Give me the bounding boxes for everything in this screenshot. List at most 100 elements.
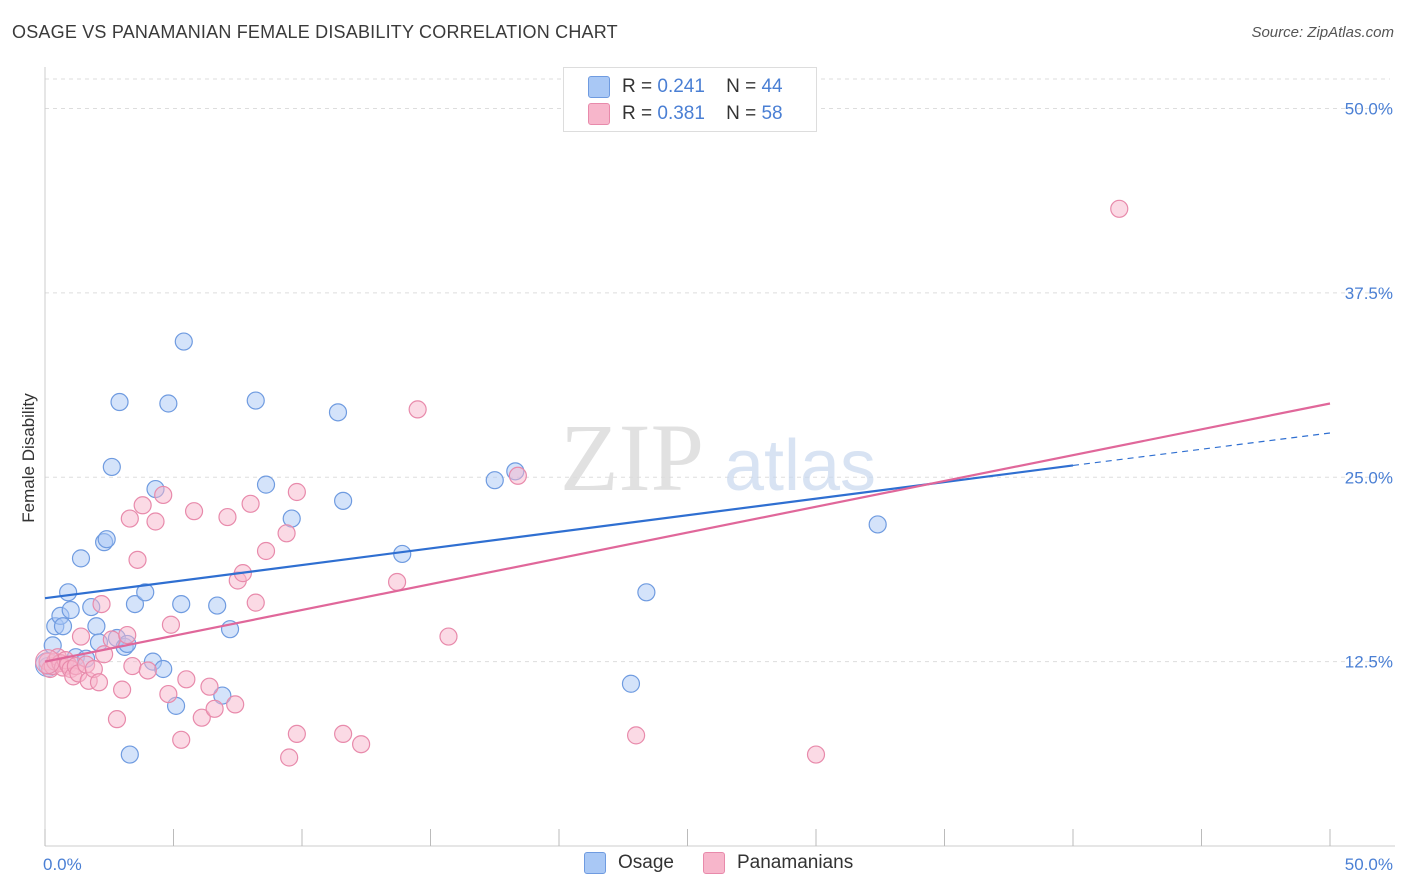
legend-item-osage[interactable]: Osage	[584, 852, 674, 874]
r-label: R =	[622, 76, 653, 97]
panamanian-point	[128, 550, 147, 569]
legend-item-panamanians[interactable]: Panamanians	[703, 852, 853, 874]
osage-point	[621, 674, 641, 693]
panamanian-point	[287, 724, 306, 744]
watermark: ZIP atlas	[560, 404, 876, 511]
panamanian-point	[120, 509, 139, 528]
panamanian-point	[102, 630, 121, 649]
panamanian-point	[89, 673, 109, 692]
osage-point	[102, 457, 121, 477]
osage-swatch	[584, 852, 606, 874]
panamanian-point	[200, 677, 219, 696]
trend-lines	[44, 402, 1331, 663]
panamanian-point	[280, 748, 299, 767]
n-value: 44	[761, 76, 783, 97]
n-label: N =	[726, 76, 757, 97]
osage-point	[174, 332, 193, 351]
legend-row-panamanians: R = 0.381 N = 58	[588, 102, 783, 126]
osage-point	[71, 549, 91, 568]
osage-point	[868, 515, 887, 534]
panamanian-points	[35, 199, 1129, 767]
panamanian-point	[159, 684, 178, 704]
osage-point	[136, 583, 155, 602]
x-tick-label: 50.0%	[1345, 855, 1393, 874]
osage-point	[334, 491, 353, 510]
osage-point	[120, 745, 139, 764]
osage-point	[485, 471, 504, 490]
y-axis-title: Female Disability	[19, 393, 38, 523]
panamanian-point	[71, 627, 91, 646]
osage-swatch	[588, 76, 610, 98]
osage-trend-extension	[1072, 432, 1331, 467]
panamanian-point	[352, 735, 371, 754]
panamanian-point	[439, 627, 458, 646]
correlation-legend: R = 0.241 N = 44 R = 0.381 N = 58	[563, 67, 817, 132]
panamanian-point	[146, 512, 165, 531]
panamanian-point	[626, 726, 646, 745]
tick-labels: 12.5% 25.0% 37.5% 50.0% 0.0% 50.0%	[43, 100, 1393, 875]
watermark-zip: ZIP	[560, 404, 704, 511]
panamanian-point	[226, 695, 245, 714]
y-tick-label: 50.0%	[1345, 100, 1393, 119]
panamanian-point	[92, 594, 111, 614]
panamanian-point	[133, 496, 152, 515]
y-tick-label: 12.5%	[1345, 653, 1393, 672]
panamanian-point	[256, 541, 276, 561]
osage-point	[97, 530, 116, 549]
panamanian-point	[177, 670, 196, 689]
osage-point	[328, 403, 348, 422]
osage-point	[87, 617, 106, 636]
panamanian-point	[112, 680, 132, 699]
legend-label-osage: Osage	[618, 852, 674, 873]
osage-point	[59, 583, 78, 602]
r-label: R =	[622, 103, 653, 124]
panamanian-point	[205, 699, 224, 718]
y-tick-label: 37.5%	[1345, 284, 1393, 303]
osage-point	[256, 475, 276, 494]
panamanian-point	[277, 524, 296, 543]
panamanian-point	[218, 507, 237, 527]
panamanian-point	[107, 710, 127, 729]
osage-point	[393, 544, 412, 564]
osage-point	[53, 617, 73, 636]
panamanian-point	[161, 615, 181, 634]
panamanian-point	[806, 745, 826, 764]
panamanian-point	[123, 656, 142, 676]
panamanian-point	[192, 708, 211, 727]
y-tick-label: 25.0%	[1345, 468, 1393, 487]
panamanian-swatch	[703, 852, 725, 874]
osage-point	[61, 600, 80, 620]
osage-point	[172, 594, 191, 614]
n-value: 58	[761, 103, 783, 124]
panamanian-point	[118, 625, 137, 645]
osage-point	[637, 583, 656, 602]
x-tick-label: 0.0%	[43, 855, 82, 874]
n-label: N =	[726, 103, 757, 124]
panamanian-point	[1110, 199, 1129, 218]
osage-point	[208, 596, 227, 615]
r-value: 0.381	[657, 103, 705, 124]
osage-point	[110, 392, 129, 412]
panamanian-point	[154, 485, 173, 505]
source-label: Source: ZipAtlas.com	[1251, 24, 1394, 41]
r-value: 0.241	[657, 76, 705, 97]
osage-points	[35, 332, 887, 764]
panamanian-point	[184, 502, 204, 521]
panamanian-point	[287, 482, 306, 502]
panamanian-point	[241, 494, 260, 513]
osage-trend-line	[44, 464, 1074, 600]
axes	[44, 67, 1395, 847]
panamanian-trend-line	[44, 402, 1331, 663]
panamanian-point	[387, 572, 407, 592]
osage-point	[154, 659, 173, 679]
chart-title: OSAGE VS PANAMANIAN FEMALE DISABILITY CO…	[12, 22, 618, 42]
osage-point	[125, 594, 145, 614]
legend-row-osage: R = 0.241 N = 44	[588, 75, 783, 99]
watermark-atlas: atlas	[724, 426, 876, 506]
panamanian-point	[172, 730, 191, 749]
panamanian-swatch	[588, 103, 610, 125]
series-legend: Osage Panamanians	[0, 848, 1406, 878]
panamanian-point	[246, 593, 265, 612]
panamanian-point	[408, 400, 427, 419]
